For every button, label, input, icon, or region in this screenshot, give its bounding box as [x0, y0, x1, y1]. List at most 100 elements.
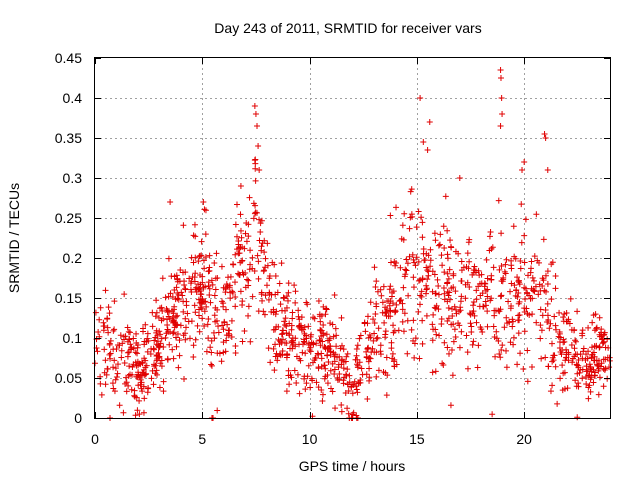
data-point: [424, 267, 431, 274]
data-point: [375, 325, 382, 332]
data-point: [584, 355, 591, 362]
data-point: [195, 296, 202, 303]
data-point: [316, 313, 323, 320]
data-point: [191, 221, 198, 228]
data-point: [548, 340, 555, 347]
data-point: [202, 207, 209, 214]
data-point: [283, 388, 290, 395]
data-point: [468, 328, 475, 335]
data-point: [498, 95, 505, 101]
data-point: [384, 372, 391, 379]
data-point: [475, 342, 482, 349]
data-point: [310, 340, 317, 347]
data-point: [583, 380, 590, 387]
data-point: [106, 340, 113, 347]
data-point: [577, 366, 584, 373]
y-tick-label: 0.45: [55, 50, 82, 66]
data-point: [442, 193, 449, 200]
data-point: [271, 261, 278, 268]
data-point: [404, 350, 411, 357]
data-point: [331, 366, 338, 373]
data-point: [333, 343, 340, 350]
data-point: [280, 294, 287, 301]
data-point: [537, 322, 544, 329]
data-point: [198, 299, 205, 306]
data-point: [141, 395, 148, 402]
data-point: [232, 221, 239, 228]
data-point: [102, 381, 109, 388]
data-point: [419, 317, 426, 324]
data-point: [518, 201, 525, 208]
data-point: [218, 263, 225, 270]
data-point: [256, 216, 263, 223]
data-point: [521, 232, 528, 239]
data-point: [278, 339, 285, 346]
data-point: [415, 308, 422, 315]
data-point: [333, 332, 340, 339]
data-point: [338, 357, 345, 364]
data-point: [327, 349, 334, 356]
data-point: [524, 347, 531, 354]
data-point: [131, 393, 138, 400]
data-point: [544, 318, 551, 325]
data-point: [514, 293, 521, 300]
data-point: [568, 341, 575, 348]
data-point: [270, 345, 277, 352]
data-point: [542, 306, 549, 313]
data-point: [537, 335, 544, 342]
data-point: [107, 355, 114, 362]
data-point: [475, 283, 482, 290]
data-point: [456, 344, 463, 351]
chart-title: Day 243 of 2011, SRMTID for receiver var…: [214, 20, 481, 36]
data-point: [450, 270, 457, 277]
data-point: [313, 379, 320, 386]
data-point: [129, 363, 136, 370]
data-point: [507, 288, 514, 295]
data-point: [297, 325, 304, 332]
data-point: [305, 323, 312, 330]
data-point: [330, 333, 337, 340]
data-point: [211, 292, 218, 299]
data-point: [319, 398, 326, 405]
data-point: [327, 343, 334, 350]
data-point: [432, 305, 439, 312]
data-point: [180, 332, 187, 339]
data-point: [431, 230, 438, 237]
data-point: [528, 265, 535, 272]
data-point: [304, 373, 311, 380]
data-point: [348, 384, 355, 391]
data-point: [282, 315, 289, 322]
data-point: [594, 362, 601, 369]
data-point: [330, 349, 337, 356]
data-point: [96, 316, 103, 323]
data-point: [422, 290, 429, 297]
data-point: [535, 291, 542, 298]
data-point: [552, 272, 559, 279]
data-point: [563, 310, 570, 317]
data-point: [200, 257, 207, 264]
data-point: [125, 382, 132, 389]
data-point: [444, 288, 451, 295]
data-point: [400, 328, 407, 335]
data-point: [397, 264, 404, 271]
data-point: [445, 275, 452, 282]
data-point: [462, 295, 469, 302]
data-point: [188, 289, 195, 296]
data-point: [272, 273, 279, 280]
data-point: [293, 379, 300, 386]
data-point: [297, 357, 304, 364]
data-point: [132, 412, 139, 419]
data-point: [549, 382, 556, 389]
data-point: [301, 339, 308, 346]
data-point: [525, 272, 532, 279]
data-point: [258, 247, 265, 254]
data-point: [380, 283, 387, 290]
data-point: [415, 277, 422, 284]
data-point: [154, 332, 161, 339]
data-point: [488, 295, 495, 302]
data-point: [180, 308, 187, 315]
data-point: [528, 258, 535, 265]
data-point: [343, 353, 350, 360]
data-point: [382, 334, 389, 341]
data-point: [198, 252, 205, 259]
